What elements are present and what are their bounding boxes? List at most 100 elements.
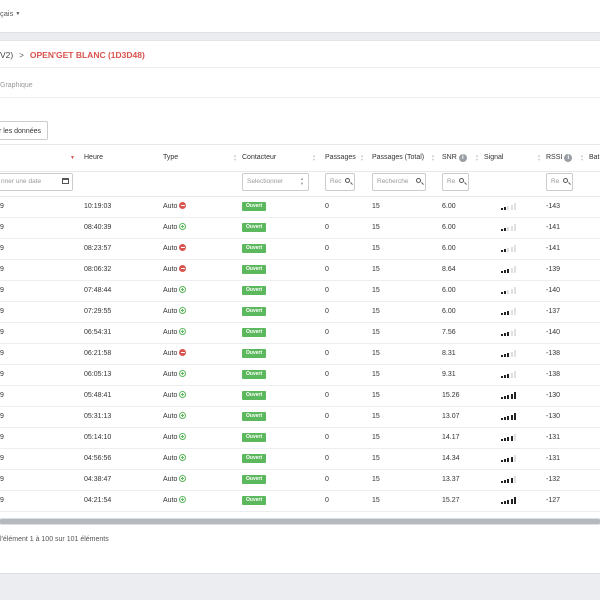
sort-icon[interactable]: ▲ ▼ bbox=[580, 153, 584, 162]
cell-heure: 05:14:10 bbox=[84, 434, 112, 441]
cell-passages-total: 15 bbox=[372, 476, 380, 483]
cell-type-label: Auto bbox=[163, 497, 178, 504]
sort-icon[interactable]: ▲ ▼ bbox=[537, 153, 541, 162]
cell-type-label: Auto bbox=[163, 413, 178, 420]
signal-bar bbox=[513, 245, 516, 252]
sort-desc-icon[interactable]: ▼ bbox=[70, 155, 75, 161]
cell-passages: 0 bbox=[325, 434, 329, 441]
signal-bar bbox=[504, 291, 507, 294]
scrollbar-thumb[interactable] bbox=[0, 519, 600, 524]
table-row[interactable]: 9 08:23:57 Auto Ouvert 0 15 6.00 -141 bbox=[0, 238, 600, 260]
cell-type-label: Auto bbox=[163, 224, 178, 231]
signal-strength-icon bbox=[501, 434, 519, 441]
table-row[interactable]: 9 06:05:13 Auto Ouvert 0 15 9.31 -138 bbox=[0, 364, 600, 386]
passages-total-filter-input[interactable]: Recherche bbox=[372, 173, 426, 191]
cell-passages-total: 15 bbox=[372, 455, 380, 462]
sort-icon[interactable]: ▲ ▼ bbox=[360, 153, 364, 162]
cell-heure: 06:05:13 bbox=[84, 371, 112, 378]
cell-snr: 14.17 bbox=[442, 434, 460, 441]
pagination-info: l'élément 1 à 100 sur 101 éléments bbox=[0, 536, 109, 543]
status-badge: Ouvert bbox=[242, 223, 267, 232]
plus-circle-icon bbox=[179, 307, 187, 314]
plus-circle-icon bbox=[179, 496, 187, 503]
cell-passages-total: 15 bbox=[372, 497, 380, 504]
signal-bar bbox=[513, 392, 516, 399]
table-row[interactable]: 9 07:48:44 Auto Ouvert 0 15 6.00 -140 bbox=[0, 280, 600, 302]
table-row[interactable]: 9 04:21:54 Auto Ouvert 0 15 15.27 -127 bbox=[0, 490, 600, 512]
signal-bar bbox=[507, 500, 510, 504]
breadcrumb: V2) > OPEN'GET BLANC (1D3D48) bbox=[0, 50, 145, 60]
column-passages[interactable]: Passages bbox=[325, 154, 356, 161]
signal-bar bbox=[507, 395, 510, 399]
table-row[interactable]: 9 04:56:56 Auto Ouvert 0 15 14.34 -131 bbox=[0, 448, 600, 470]
table-row[interactable]: 9 10:19:03 Auto Ouvert 0 15 6.00 -143 bbox=[0, 196, 600, 218]
signal-bar bbox=[501, 355, 503, 357]
signal-bar bbox=[513, 434, 516, 441]
signal-bar bbox=[513, 329, 516, 336]
cell-snr: 7.56 bbox=[442, 329, 456, 336]
rssi-filter-input[interactable]: Re bbox=[546, 173, 573, 191]
column-signal[interactable]: Signal bbox=[484, 154, 504, 161]
signal-bar bbox=[501, 250, 503, 252]
signal-bar bbox=[501, 502, 503, 504]
sort-icon[interactable]: ▲ ▼ bbox=[475, 153, 479, 162]
signal-bar bbox=[501, 208, 503, 210]
cell-snr: 6.00 bbox=[442, 224, 456, 231]
column-passages-total[interactable]: Passages (Total) bbox=[372, 154, 425, 161]
column-snr[interactable]: SNR i bbox=[442, 145, 467, 171]
info-icon[interactable]: i bbox=[564, 154, 573, 162]
cell-date: 9 bbox=[0, 350, 4, 357]
horizontal-scrollbar[interactable] bbox=[0, 518, 600, 525]
sort-icon[interactable]: ▲ ▼ bbox=[431, 153, 435, 162]
column-type[interactable]: Type bbox=[163, 154, 179, 161]
table-row[interactable]: 9 05:48:41 Auto Ouvert 0 15 15.26 -130 bbox=[0, 385, 600, 407]
cell-type: Auto bbox=[163, 385, 187, 406]
contacteur-filter-select[interactable]: Selectionner ▲ ▼ bbox=[242, 173, 309, 191]
cell-passages-total: 15 bbox=[372, 245, 380, 252]
cell-type: Auto bbox=[163, 301, 187, 322]
cell-rssi: -137 bbox=[546, 308, 561, 315]
passages-filter-input[interactable]: Rec bbox=[325, 173, 355, 191]
table-row[interactable]: 9 08:40:39 Auto Ouvert 0 15 6.00 -141 bbox=[0, 217, 600, 239]
tab-graphique[interactable]: Graphique bbox=[0, 82, 33, 89]
cell-heure: 04:21:54 bbox=[84, 497, 112, 504]
calendar-icon[interactable] bbox=[62, 178, 69, 184]
column-battery[interactable]: Bat bbox=[589, 154, 600, 161]
status-badge: Ouvert bbox=[242, 265, 267, 274]
column-heure[interactable]: Heure bbox=[84, 154, 104, 161]
sort-icon[interactable]: ▲ ▼ bbox=[233, 153, 237, 162]
table-row[interactable]: 9 05:31:13 Auto Ouvert 0 15 13.07 -130 bbox=[0, 406, 600, 428]
cell-passages-total: 15 bbox=[372, 329, 380, 336]
table-row[interactable]: 9 07:29:55 Auto Ouvert 0 15 6.00 -137 bbox=[0, 301, 600, 323]
snr-filter-input[interactable]: Re bbox=[442, 173, 469, 191]
table-row[interactable]: 9 08:06:32 Auto Ouvert 0 15 8.64 -139 bbox=[0, 259, 600, 281]
cell-type-label: Auto bbox=[163, 203, 178, 210]
table-row[interactable]: 9 06:54:31 Auto Ouvert 0 15 7.56 -140 bbox=[0, 322, 600, 344]
cell-rssi: -138 bbox=[546, 350, 561, 357]
cell-passages-total: 15 bbox=[372, 266, 380, 273]
column-rssi[interactable]: RSSI i bbox=[546, 145, 573, 171]
status-badge: Ouvert bbox=[242, 307, 267, 316]
cell-type: Auto bbox=[163, 427, 187, 448]
language-selector[interactable]: çais ▼ bbox=[0, 9, 20, 18]
export-data-button[interactable]: r les données bbox=[0, 121, 48, 140]
cell-passages: 0 bbox=[325, 392, 329, 399]
sort-icon[interactable]: ▲ ▼ bbox=[312, 153, 316, 162]
date-filter-input[interactable]: nner une date bbox=[0, 173, 73, 191]
signal-strength-icon bbox=[501, 413, 519, 420]
signal-bar bbox=[507, 227, 510, 231]
table-row[interactable]: 9 04:38:47 Auto Ouvert 0 15 13.37 -132 bbox=[0, 469, 600, 491]
info-icon[interactable]: i bbox=[458, 154, 467, 162]
search-icon bbox=[563, 178, 568, 183]
table-row[interactable]: 9 06:21:58 Auto Ouvert 0 15 8.31 -138 bbox=[0, 343, 600, 365]
signal-bar bbox=[507, 353, 510, 357]
signal-bar bbox=[510, 435, 513, 441]
cell-snr: 6.00 bbox=[442, 308, 456, 315]
signal-bar bbox=[504, 501, 507, 504]
rssi-filter-placeholder: Re bbox=[551, 178, 560, 185]
column-contacteur[interactable]: Contacteur bbox=[242, 154, 277, 161]
breadcrumb-previous[interactable]: V2) bbox=[0, 50, 14, 60]
table-row[interactable]: 9 05:14:10 Auto Ouvert 0 15 14.17 -131 bbox=[0, 427, 600, 449]
caret-down-icon: ▼ bbox=[15, 11, 21, 17]
status-badge: Ouvert bbox=[242, 496, 267, 505]
